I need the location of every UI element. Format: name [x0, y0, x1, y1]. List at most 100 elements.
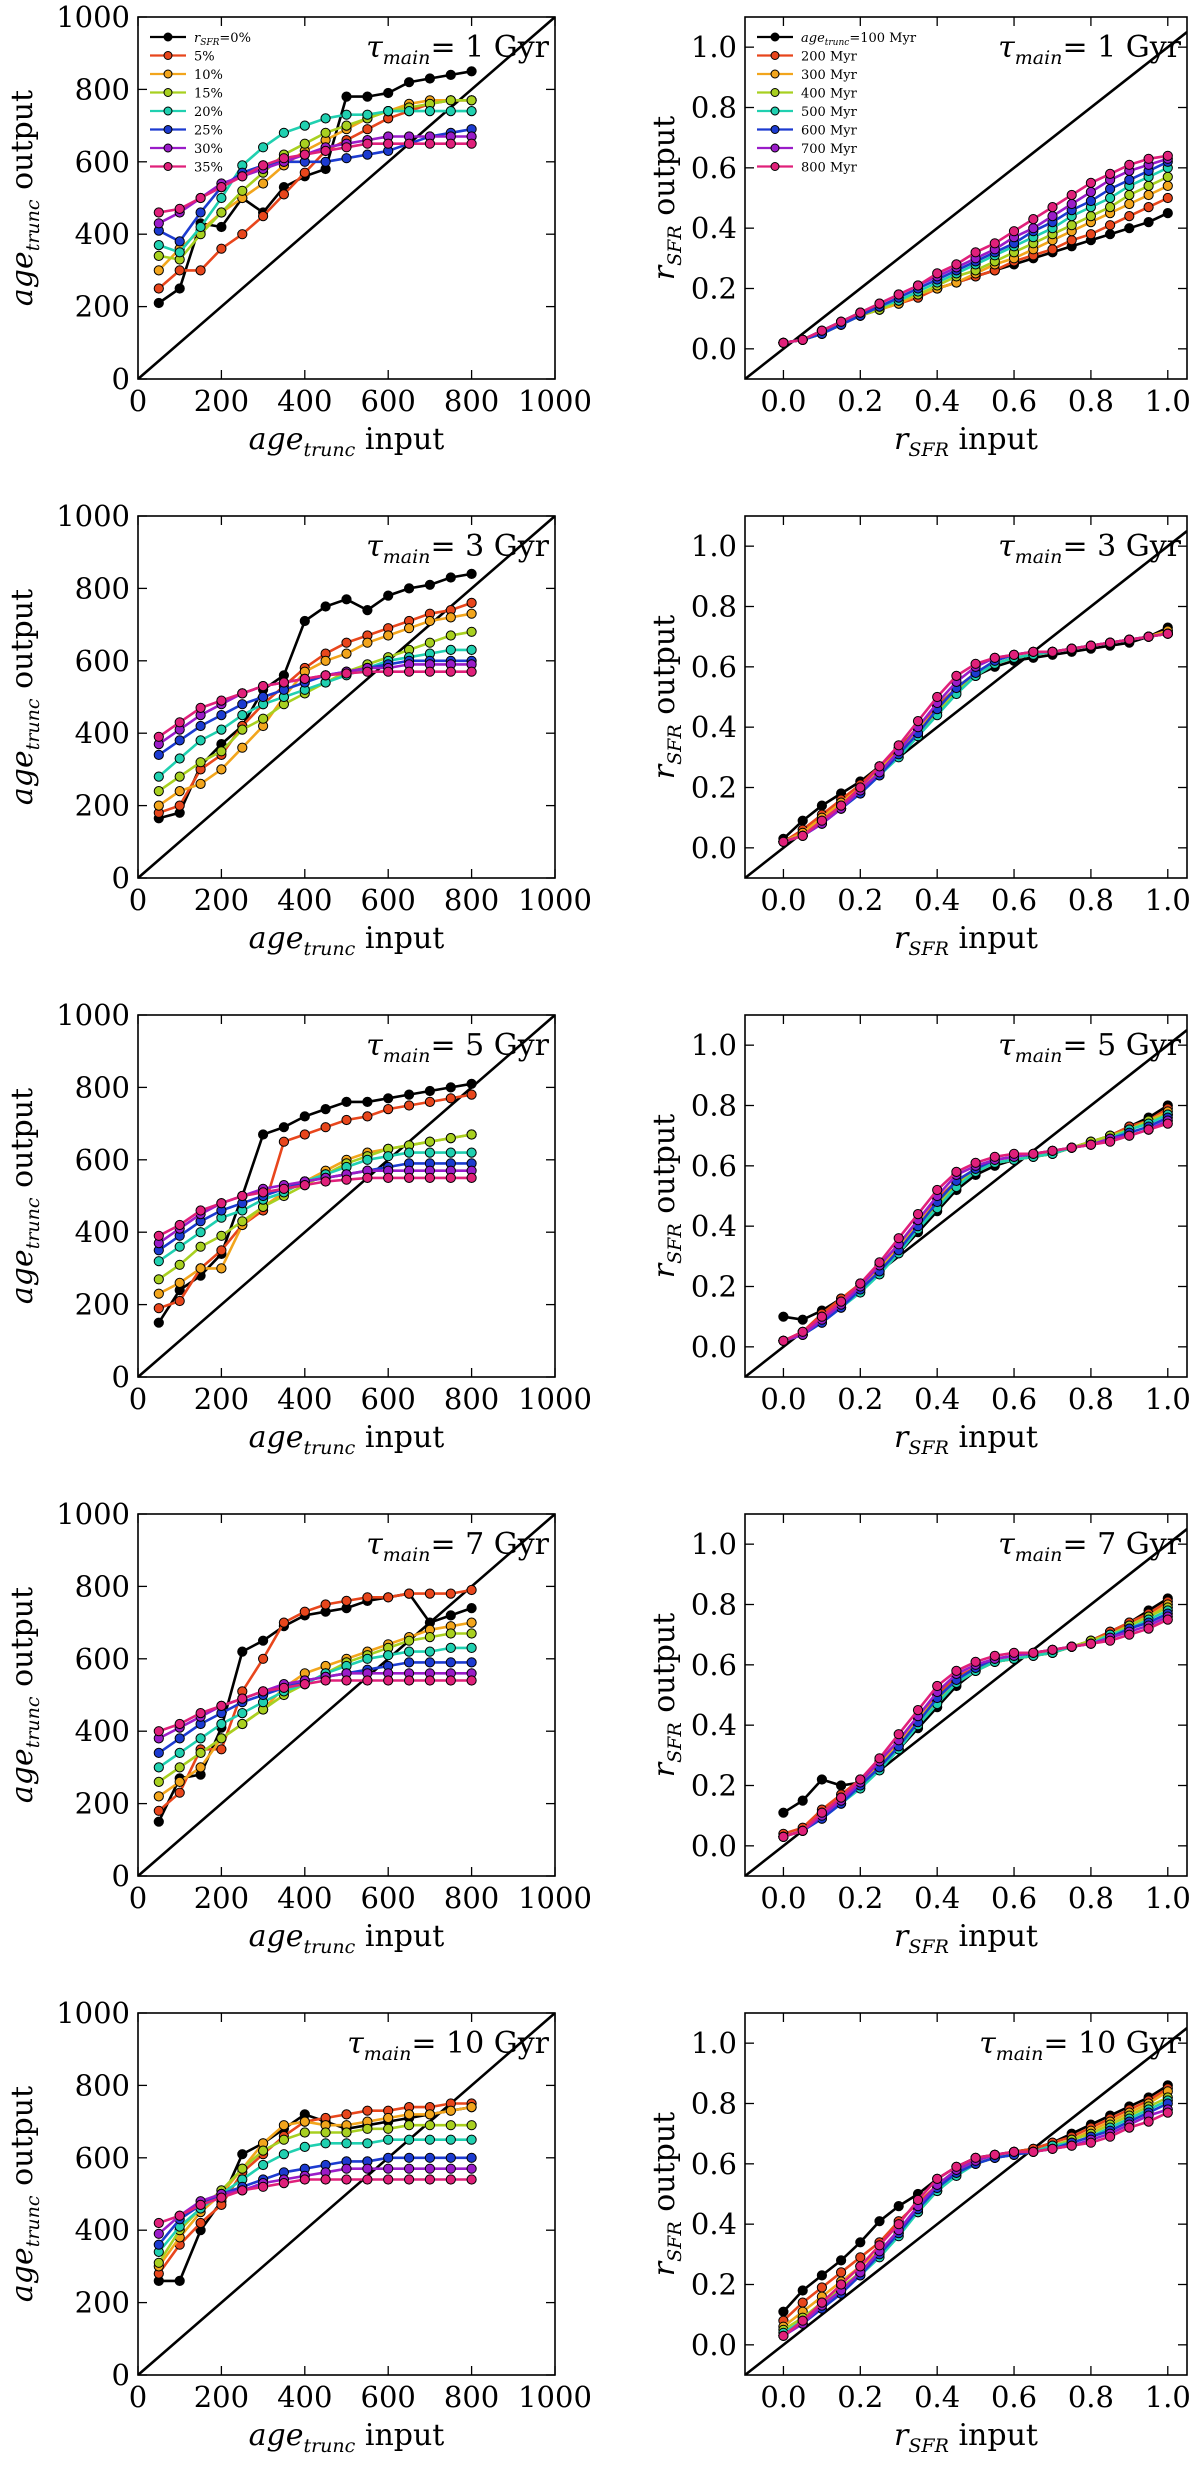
data-point: [153, 1288, 164, 1299]
data-point: [383, 138, 394, 149]
data-point: [855, 2252, 866, 2263]
panel-title-var: τ: [366, 1028, 383, 1063]
data-point: [216, 1718, 227, 1730]
series-100-myr: [778, 1593, 1173, 1818]
data-point: [299, 1111, 310, 1122]
data-point: [1143, 153, 1154, 164]
legend-entry-text: =0%: [219, 31, 251, 46]
x-tick-label: 600: [361, 1382, 416, 1416]
data-point: [362, 138, 373, 149]
data-point: [1047, 646, 1058, 657]
x-tick-label: 600: [361, 2380, 416, 2414]
series-600-myr: [778, 1112, 1173, 1346]
y-axis-label: agetrunc output: [5, 589, 44, 805]
legend-marker: [163, 106, 173, 116]
x-tick-label: 0.2: [837, 384, 883, 418]
data-point: [893, 740, 904, 751]
data-point: [445, 1675, 456, 1686]
y-tick-label: 600: [75, 1642, 130, 1676]
data-point: [1124, 2122, 1135, 2133]
data-point: [424, 615, 435, 627]
y-tick-label: 1000: [56, 998, 130, 1032]
x-axis-label: rSFR input: [894, 1420, 1038, 1459]
panel-title-rest: = 3 Gyr: [430, 529, 549, 564]
y-tick-label: 0.2: [691, 272, 737, 306]
series-line: [158, 659, 472, 756]
data-point: [445, 1610, 456, 1621]
data-point: [1085, 195, 1097, 207]
y-axis-label-sub: SFR: [664, 1722, 686, 1763]
data-point: [299, 2141, 310, 2152]
data-point: [341, 153, 352, 164]
x-axis-label-sub: SFR: [908, 1936, 949, 1958]
data-point: [778, 836, 789, 847]
x-tick-label: 1.0: [1145, 2380, 1191, 2414]
data-point: [237, 229, 248, 240]
data-point: [466, 66, 477, 77]
x-tick-label: 1.0: [1145, 1881, 1191, 1915]
data-point: [320, 2127, 331, 2138]
y-tick-label: 800: [75, 1569, 130, 1603]
ticks: 0 200 400 600 800 1000 0 200 400 600 800 1000: [56, 499, 592, 917]
x-axis-label-sub: SFR: [908, 439, 949, 461]
plot-area: [138, 516, 555, 878]
data-point: [383, 2152, 394, 2163]
data-point: [320, 601, 331, 612]
x-tick-label: 400: [277, 2380, 332, 2414]
x-axis-label-var: age: [249, 1420, 304, 1455]
x-tick-label: 0.2: [837, 1382, 883, 1416]
data-point: [216, 1198, 227, 1209]
plot-frame: [744, 1014, 1188, 1378]
data-point: [797, 334, 808, 345]
data-point: [1105, 192, 1116, 204]
data-point: [874, 2240, 885, 2251]
data-point: [855, 1774, 866, 1785]
x-tick-label: 0.8: [1068, 1382, 1114, 1416]
data-point: [258, 681, 269, 692]
data-point: [278, 189, 289, 200]
legend-marker: [770, 88, 780, 97]
data-point: [989, 652, 1000, 663]
ticks: 0.0 0.2 0.4 0.6 0.8 1.0 0.0 0.2 0.4 0.6 0.8 1.0: [691, 2013, 1191, 2414]
y-tick-label: 400: [75, 716, 130, 750]
y-axis-label-var: age: [5, 750, 40, 805]
y-axis-label-var: age: [5, 251, 40, 306]
y-tick-label: 600: [75, 2141, 130, 2175]
y-tick-label: 200: [75, 1288, 130, 1322]
y-tick-label: 0: [112, 1859, 130, 1893]
data-point: [445, 666, 456, 677]
data-point: [1028, 2146, 1039, 2157]
x-tick-label: 0: [129, 1881, 147, 1915]
ticks: 0.0 0.2 0.4 0.6 0.8 1.0 0.0 0.2 0.4 0.6 0.8 1.0: [691, 17, 1191, 418]
data-point: [466, 1089, 477, 1100]
y-axis-label-var: age: [5, 2247, 40, 2302]
data-point: [153, 1776, 164, 1788]
x-tick-label: 1.0: [1145, 384, 1191, 418]
data-point: [404, 106, 415, 117]
data-point: [174, 1747, 185, 1759]
data-point: [445, 95, 456, 106]
x-axis-label-sub: SFR: [908, 1437, 949, 1459]
y-tick-label: 400: [75, 1215, 130, 1249]
data-point: [778, 1807, 789, 1818]
data-point: [216, 243, 227, 254]
legend-marker: [163, 88, 173, 97]
data-point: [195, 1747, 206, 1759]
x-tick-label: 0.0: [760, 1881, 806, 1915]
data-point: [216, 1263, 227, 1274]
x-axis-label-sub: trunc: [303, 2435, 355, 2457]
data-point: [383, 2112, 394, 2124]
data-point: [466, 95, 477, 106]
chart-age-row-0: 0 200 400 600 800 100002004006008001000agetru…: [5, 0, 592, 461]
legend-marker: [770, 69, 780, 79]
data-point: [195, 1263, 206, 1274]
legend-entry: 15%: [194, 87, 223, 102]
x-tick-label: 0.2: [837, 1881, 883, 1915]
data-point: [362, 1154, 373, 1165]
panel-title-sub: main: [383, 546, 431, 568]
data-point: [466, 138, 477, 149]
identity-line: [745, 2027, 1187, 2375]
data-point: [466, 2120, 477, 2131]
y-axis-label-rest: output: [647, 615, 682, 725]
